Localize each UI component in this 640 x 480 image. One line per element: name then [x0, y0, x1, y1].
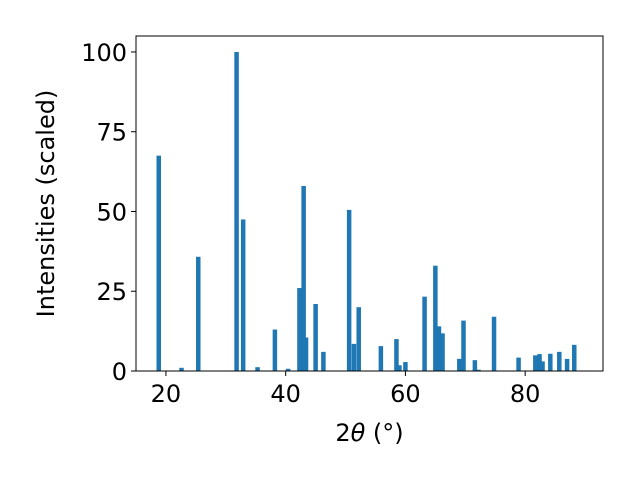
- bar-15: [356, 307, 361, 371]
- bar-group: [156, 51, 577, 371]
- x-tick-label-40: 40: [270, 380, 301, 408]
- bar-5: [255, 367, 260, 371]
- bar-24: [457, 358, 462, 371]
- bar-31: [537, 354, 542, 371]
- bar-17: [394, 339, 399, 371]
- x-axis-label-pre: 2: [335, 419, 350, 447]
- y-tick-label-50: 50: [96, 198, 127, 226]
- bar-27: [476, 369, 481, 371]
- y-tick-label-25: 25: [96, 278, 127, 306]
- bar-1: [179, 367, 184, 371]
- bar-32: [540, 361, 545, 371]
- bar-28: [491, 316, 497, 371]
- bar-10: [303, 337, 309, 371]
- bar-4: [240, 219, 246, 371]
- x-axis-ticks: 20 40 60 80: [151, 371, 541, 408]
- y-tick-label-0: 0: [112, 358, 127, 386]
- plot-frame: [135, 35, 604, 372]
- x-axis-label: 2θ (°): [335, 419, 403, 447]
- bar-36: [572, 344, 577, 371]
- bar-34: [557, 351, 562, 371]
- x-tick-label-20: 20: [151, 380, 182, 408]
- bar-11: [313, 304, 318, 371]
- bar-12: [321, 351, 326, 371]
- bar-16: [378, 346, 384, 371]
- bar-20: [422, 296, 427, 371]
- bar-3: [234, 51, 239, 371]
- bar-18: [397, 365, 402, 371]
- bar-0: [156, 155, 161, 371]
- bar-35: [564, 358, 570, 371]
- y-tick-label-100: 100: [81, 39, 127, 67]
- x-tick-label-80: 80: [510, 380, 541, 408]
- bar-33: [548, 353, 553, 371]
- bar-25: [461, 320, 466, 371]
- x-axis-label-theta: θ: [351, 419, 366, 447]
- bar-29: [516, 357, 521, 371]
- bar-2: [196, 256, 201, 371]
- bar-9: [301, 185, 306, 371]
- bar-22: [436, 326, 442, 371]
- bar-30: [533, 355, 538, 371]
- bar-13: [346, 209, 352, 371]
- bar-23: [440, 333, 445, 371]
- x-tick-label-60: 60: [390, 380, 421, 408]
- bar-7: [285, 368, 291, 371]
- bar-19: [403, 362, 408, 371]
- y-axis-label: Intensities (scaled): [32, 90, 60, 318]
- bar-14: [351, 343, 357, 371]
- y-axis-ticks: 0 25 50 75 100: [81, 39, 136, 386]
- bar-8: [297, 288, 302, 371]
- x-axis-label-post: (°): [365, 419, 403, 447]
- bar-6: [272, 329, 278, 371]
- y-tick-label-75: 75: [96, 119, 127, 147]
- bar-26: [472, 360, 478, 371]
- bar-21: [433, 265, 438, 371]
